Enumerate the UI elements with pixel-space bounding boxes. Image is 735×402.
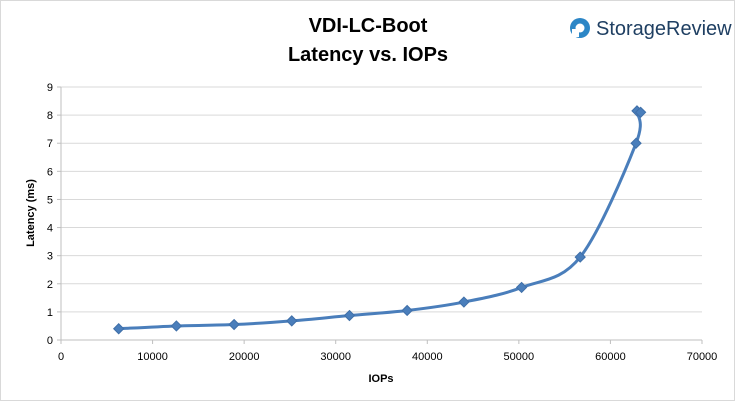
x-tick-label: 70000 <box>687 351 718 363</box>
x-tick-label: 20000 <box>229 351 260 363</box>
axes <box>60 87 702 341</box>
data-point <box>574 251 586 263</box>
grid <box>57 86 703 344</box>
data-point <box>515 281 528 294</box>
tick-labels: 0 1 2 3 4 5 6 7 8 9 0 10000 20000 30000 40000 50000 6000… <box>47 82 717 363</box>
data-markers <box>112 105 647 335</box>
y-axis-title: Latency (ms) <box>25 179 37 247</box>
chart-title: VDI-LC-Boot <box>309 15 428 37</box>
data-point <box>286 315 298 327</box>
data-point <box>343 309 356 322</box>
brand-name: StorageReview <box>596 18 732 40</box>
x-axis-title: IOPs <box>368 373 393 385</box>
x-tick-label: 10000 <box>137 351 168 363</box>
data-point <box>458 296 470 308</box>
data-point <box>630 137 642 149</box>
y-tick-label: 8 <box>47 110 53 122</box>
x-tick-label: 30000 <box>320 351 351 363</box>
y-tick-label: 5 <box>47 194 53 206</box>
x-tick-label: 60000 <box>595 351 626 363</box>
y-tick-label: 9 <box>47 82 53 94</box>
data-point <box>634 106 647 119</box>
y-tick-label: 0 <box>47 335 53 347</box>
y-tick-label: 2 <box>47 279 53 291</box>
y-tick-label: 1 <box>47 307 53 319</box>
y-tick-label: 7 <box>47 138 53 150</box>
y-tick-label: 6 <box>47 166 53 178</box>
x-tick-label: 0 <box>58 351 64 363</box>
data-point <box>112 323 125 335</box>
brand-logo: StorageReview <box>570 18 732 40</box>
chart-subtitle: Latency vs. IOPs <box>288 44 448 66</box>
storagereview-logo-icon <box>570 18 590 38</box>
data-point <box>170 320 183 332</box>
x-tick-label: 50000 <box>504 351 535 363</box>
data-series <box>117 107 643 331</box>
x-tick-label: 40000 <box>412 351 443 363</box>
data-point <box>228 318 240 331</box>
data-point <box>401 304 413 317</box>
y-tick-label: 3 <box>47 251 53 263</box>
series-line-1 <box>117 107 643 331</box>
y-tick-label: 4 <box>47 223 53 235</box>
